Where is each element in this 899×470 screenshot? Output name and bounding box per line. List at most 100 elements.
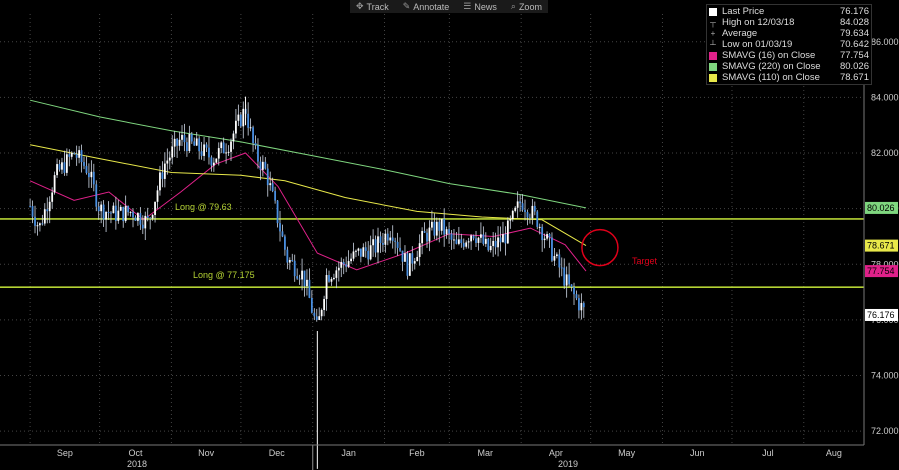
candle-body bbox=[298, 278, 301, 280]
candle-body bbox=[399, 247, 401, 251]
track-button[interactable]: ✥ Track bbox=[356, 0, 389, 13]
candle-body bbox=[168, 157, 171, 161]
candle-body bbox=[411, 253, 414, 264]
candle-body bbox=[484, 238, 487, 244]
candle-body bbox=[350, 258, 352, 262]
candle-body bbox=[41, 223, 44, 225]
candle-body bbox=[438, 221, 441, 231]
candle-body bbox=[310, 297, 313, 313]
candle-body bbox=[524, 209, 526, 213]
candle-body bbox=[396, 241, 399, 248]
candle-body bbox=[502, 234, 504, 243]
candle-body bbox=[124, 206, 127, 222]
candle-body bbox=[568, 274, 571, 285]
candle-body bbox=[406, 253, 409, 276]
candle-body bbox=[359, 248, 362, 257]
candle-body bbox=[176, 138, 179, 146]
candle-body bbox=[570, 284, 573, 288]
candle-body bbox=[582, 303, 585, 308]
candle-body bbox=[480, 234, 482, 238]
candle-body bbox=[107, 212, 110, 214]
candle-body bbox=[330, 278, 333, 282]
candle-body bbox=[56, 164, 58, 176]
zoom-label: Zoom bbox=[518, 1, 542, 12]
candle-body bbox=[450, 233, 453, 240]
candle-body bbox=[342, 261, 345, 265]
candle-body bbox=[105, 212, 107, 220]
candle-body bbox=[274, 191, 277, 201]
average-marker-icon: + bbox=[710, 29, 716, 38]
candle-body bbox=[225, 152, 228, 154]
legend-label: SMAVG (110) on Close bbox=[722, 72, 820, 83]
candle-body bbox=[445, 229, 448, 235]
candle-body bbox=[467, 241, 470, 243]
candle-body bbox=[102, 204, 105, 220]
candle-body bbox=[328, 275, 330, 282]
candle-body bbox=[551, 237, 553, 261]
candle-body bbox=[372, 239, 375, 246]
candle-body bbox=[531, 205, 534, 219]
y-tick-label: 78.000 bbox=[871, 259, 899, 269]
candle-body bbox=[70, 152, 73, 157]
legend-sma220[interactable]: SMAVG (220) on Close 80.026 bbox=[709, 61, 869, 72]
high-marker-icon: ┬ bbox=[710, 18, 716, 27]
candle-body bbox=[433, 221, 436, 236]
candle-body bbox=[166, 160, 169, 164]
candle-body bbox=[222, 142, 225, 154]
candle-body bbox=[83, 162, 85, 166]
candle-body bbox=[127, 206, 130, 213]
candle-body bbox=[151, 214, 154, 219]
candle-body bbox=[73, 152, 76, 155]
candle-body bbox=[345, 264, 348, 267]
candle-body bbox=[323, 298, 326, 311]
candle-body bbox=[541, 226, 544, 241]
candle-body bbox=[401, 250, 404, 262]
candle-body bbox=[88, 172, 90, 178]
value-tag bbox=[865, 265, 898, 278]
candle-body bbox=[563, 267, 566, 286]
candle-body bbox=[457, 239, 460, 244]
candle-body bbox=[252, 127, 254, 144]
x-tick-label: Sep bbox=[57, 448, 73, 458]
zoom-button[interactable]: ⌕ Zoom bbox=[511, 0, 542, 13]
candle-body bbox=[247, 113, 250, 128]
candle-body bbox=[352, 251, 355, 259]
candle-body bbox=[242, 108, 245, 127]
candle-body bbox=[421, 231, 424, 244]
candle-body bbox=[504, 234, 507, 244]
candle-body bbox=[95, 184, 98, 207]
value-tag-text: 76.176 bbox=[867, 310, 895, 320]
value-tag-text: 80.026 bbox=[867, 203, 895, 213]
candle-body bbox=[296, 276, 299, 279]
candle-body bbox=[389, 237, 392, 241]
candle-body bbox=[306, 279, 308, 287]
legend-label: High on 12/03/18 bbox=[722, 17, 795, 28]
candle-body bbox=[337, 267, 340, 271]
candle-body bbox=[538, 226, 541, 228]
candle-body bbox=[161, 172, 164, 179]
candle-body bbox=[217, 148, 220, 159]
candle-body bbox=[543, 238, 546, 241]
candle-body bbox=[413, 261, 416, 264]
news-button[interactable]: ☰ News bbox=[463, 0, 497, 13]
candle-body bbox=[482, 234, 485, 244]
candle-body bbox=[122, 206, 125, 222]
candle-body bbox=[36, 225, 39, 227]
candle-body bbox=[487, 238, 490, 251]
y-tick-label: 72.000 bbox=[871, 426, 899, 436]
candle-body bbox=[357, 248, 360, 251]
legend-sma16[interactable]: SMAVG (16) on Close 77.754 bbox=[709, 50, 869, 61]
legend-sma110[interactable]: SMAVG (110) on Close 78.671 bbox=[709, 72, 869, 83]
candle-body bbox=[137, 213, 139, 221]
candle-body bbox=[286, 249, 289, 263]
candle-body bbox=[43, 209, 46, 224]
candle-body bbox=[428, 227, 431, 242]
candle-body bbox=[460, 239, 463, 244]
legend-value: 70.642 bbox=[839, 39, 869, 50]
candle-body bbox=[190, 134, 193, 142]
candle-body bbox=[266, 168, 269, 186]
annotate-button[interactable]: ✎ Annotate bbox=[403, 0, 450, 13]
candle-body bbox=[416, 256, 419, 262]
legend-last-price[interactable]: Last Price 76.176 bbox=[709, 6, 869, 17]
year-label: 2019 bbox=[558, 459, 578, 469]
